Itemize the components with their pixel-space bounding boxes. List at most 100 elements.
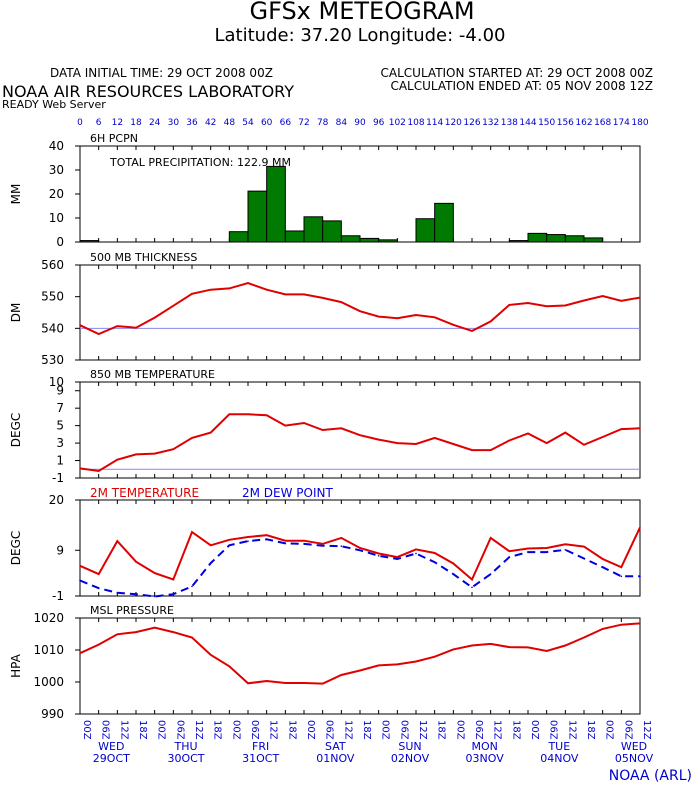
time-hour-label: 06Z (174, 720, 185, 740)
data-point (265, 680, 268, 682)
data-point (359, 310, 361, 313)
forecast-hour-label: 162 (575, 118, 592, 128)
forecast-hour-label: 174 (613, 118, 630, 128)
data-point (303, 422, 305, 424)
forecast-hour-label: 90 (354, 118, 366, 128)
data-point (284, 293, 287, 296)
day-label: SAT (325, 740, 346, 753)
data-point (340, 674, 343, 676)
data-point (303, 539, 305, 542)
data-point (135, 453, 137, 456)
precip-bar (508, 240, 529, 243)
data-point (527, 646, 529, 649)
forecast-hour-label: 0 (77, 118, 83, 128)
day-label: THU (173, 740, 197, 753)
data-point (508, 556, 511, 558)
data-point (564, 431, 567, 434)
data-point (415, 548, 417, 551)
data-point (321, 543, 324, 545)
data-point (209, 288, 212, 291)
panel-frame (79, 617, 641, 715)
panel-annotation: TOTAL PRECIPITATION: 122.9 MM (109, 156, 291, 169)
panel-title: 850 MB TEMPERATURE (90, 368, 215, 381)
forecast-hour-label: 60 (261, 118, 273, 128)
date-label: 01NOV (316, 752, 355, 765)
panel-t850: -1 1 3 5 7 910 DEGC 850 MB TEMPERATURE (9, 368, 641, 485)
date-label: 03NOV (466, 752, 505, 765)
chart-title: GFSx METEOGRAM (249, 0, 474, 25)
data-point (284, 542, 287, 545)
data-point (303, 682, 305, 684)
data-point (116, 325, 119, 327)
data-point (265, 534, 268, 536)
y-axis-label: HPA (9, 653, 23, 677)
data-point (303, 543, 305, 545)
y-tick-label: 20 (49, 187, 64, 201)
credit-label: NOAA (ARL) (609, 768, 692, 784)
y-tick-label: 9 (56, 384, 64, 398)
data-point (228, 538, 231, 541)
series-line-primary (79, 282, 641, 336)
data-initial-time: DATA INITIAL TIME: 29 OCT 2008 00Z (50, 66, 273, 80)
data-point (116, 540, 119, 542)
precip-bar (266, 165, 286, 243)
data-point (377, 315, 380, 318)
data-point (79, 467, 81, 470)
time-hour-label: 18Z (137, 720, 148, 740)
forecast-hour-label: 168 (594, 118, 611, 128)
data-point (191, 531, 193, 533)
data-point (583, 545, 585, 548)
forecast-hour-label: 6 (96, 118, 102, 128)
data-point (377, 552, 380, 555)
time-hour-label: 18Z (361, 720, 372, 740)
time-hour-label: 00Z (454, 720, 465, 740)
data-point (116, 458, 119, 461)
forecast-hour-label: 126 (463, 118, 480, 128)
data-point (265, 414, 268, 416)
data-point (564, 644, 567, 647)
data-point (433, 552, 436, 554)
data-point (489, 537, 492, 539)
data-point (79, 324, 81, 326)
data-point (303, 293, 305, 296)
data-point (377, 664, 380, 667)
forecast-hour-label: 144 (519, 118, 536, 128)
data-point (583, 444, 585, 446)
data-point (396, 558, 399, 560)
y-tick-label: 5 (56, 419, 64, 433)
data-point (545, 551, 548, 553)
data-point (135, 593, 137, 595)
data-point (153, 626, 156, 629)
data-point (228, 287, 231, 290)
data-point (639, 575, 641, 578)
data-point (545, 305, 548, 307)
time-hour-label: 18Z (286, 720, 297, 740)
data-point (601, 628, 604, 630)
precip-bar (583, 237, 604, 243)
data-point (396, 556, 399, 558)
data-point (79, 579, 81, 582)
data-point (321, 544, 324, 547)
precip-bar (564, 235, 585, 243)
data-point (396, 317, 399, 320)
data-point (601, 558, 604, 560)
data-point (228, 413, 231, 416)
data-point (620, 566, 623, 568)
time-hour-label: 18Z (585, 720, 596, 740)
data-point (508, 439, 511, 442)
day-label: MON (471, 740, 497, 753)
time-hour-label: 00Z (604, 720, 615, 740)
data-point (396, 663, 399, 666)
data-point (359, 434, 361, 437)
data-point (79, 565, 81, 567)
data-point (639, 427, 641, 430)
y-tick-label: 0 (56, 235, 64, 249)
data-point (359, 549, 361, 552)
data-point (564, 543, 567, 546)
data-point (265, 538, 268, 541)
data-point (508, 646, 511, 648)
time-hour-label: 06Z (324, 720, 335, 740)
date-label: 30OCT (167, 752, 204, 765)
data-point (97, 643, 100, 646)
time-hour-label: 18Z (436, 720, 447, 740)
